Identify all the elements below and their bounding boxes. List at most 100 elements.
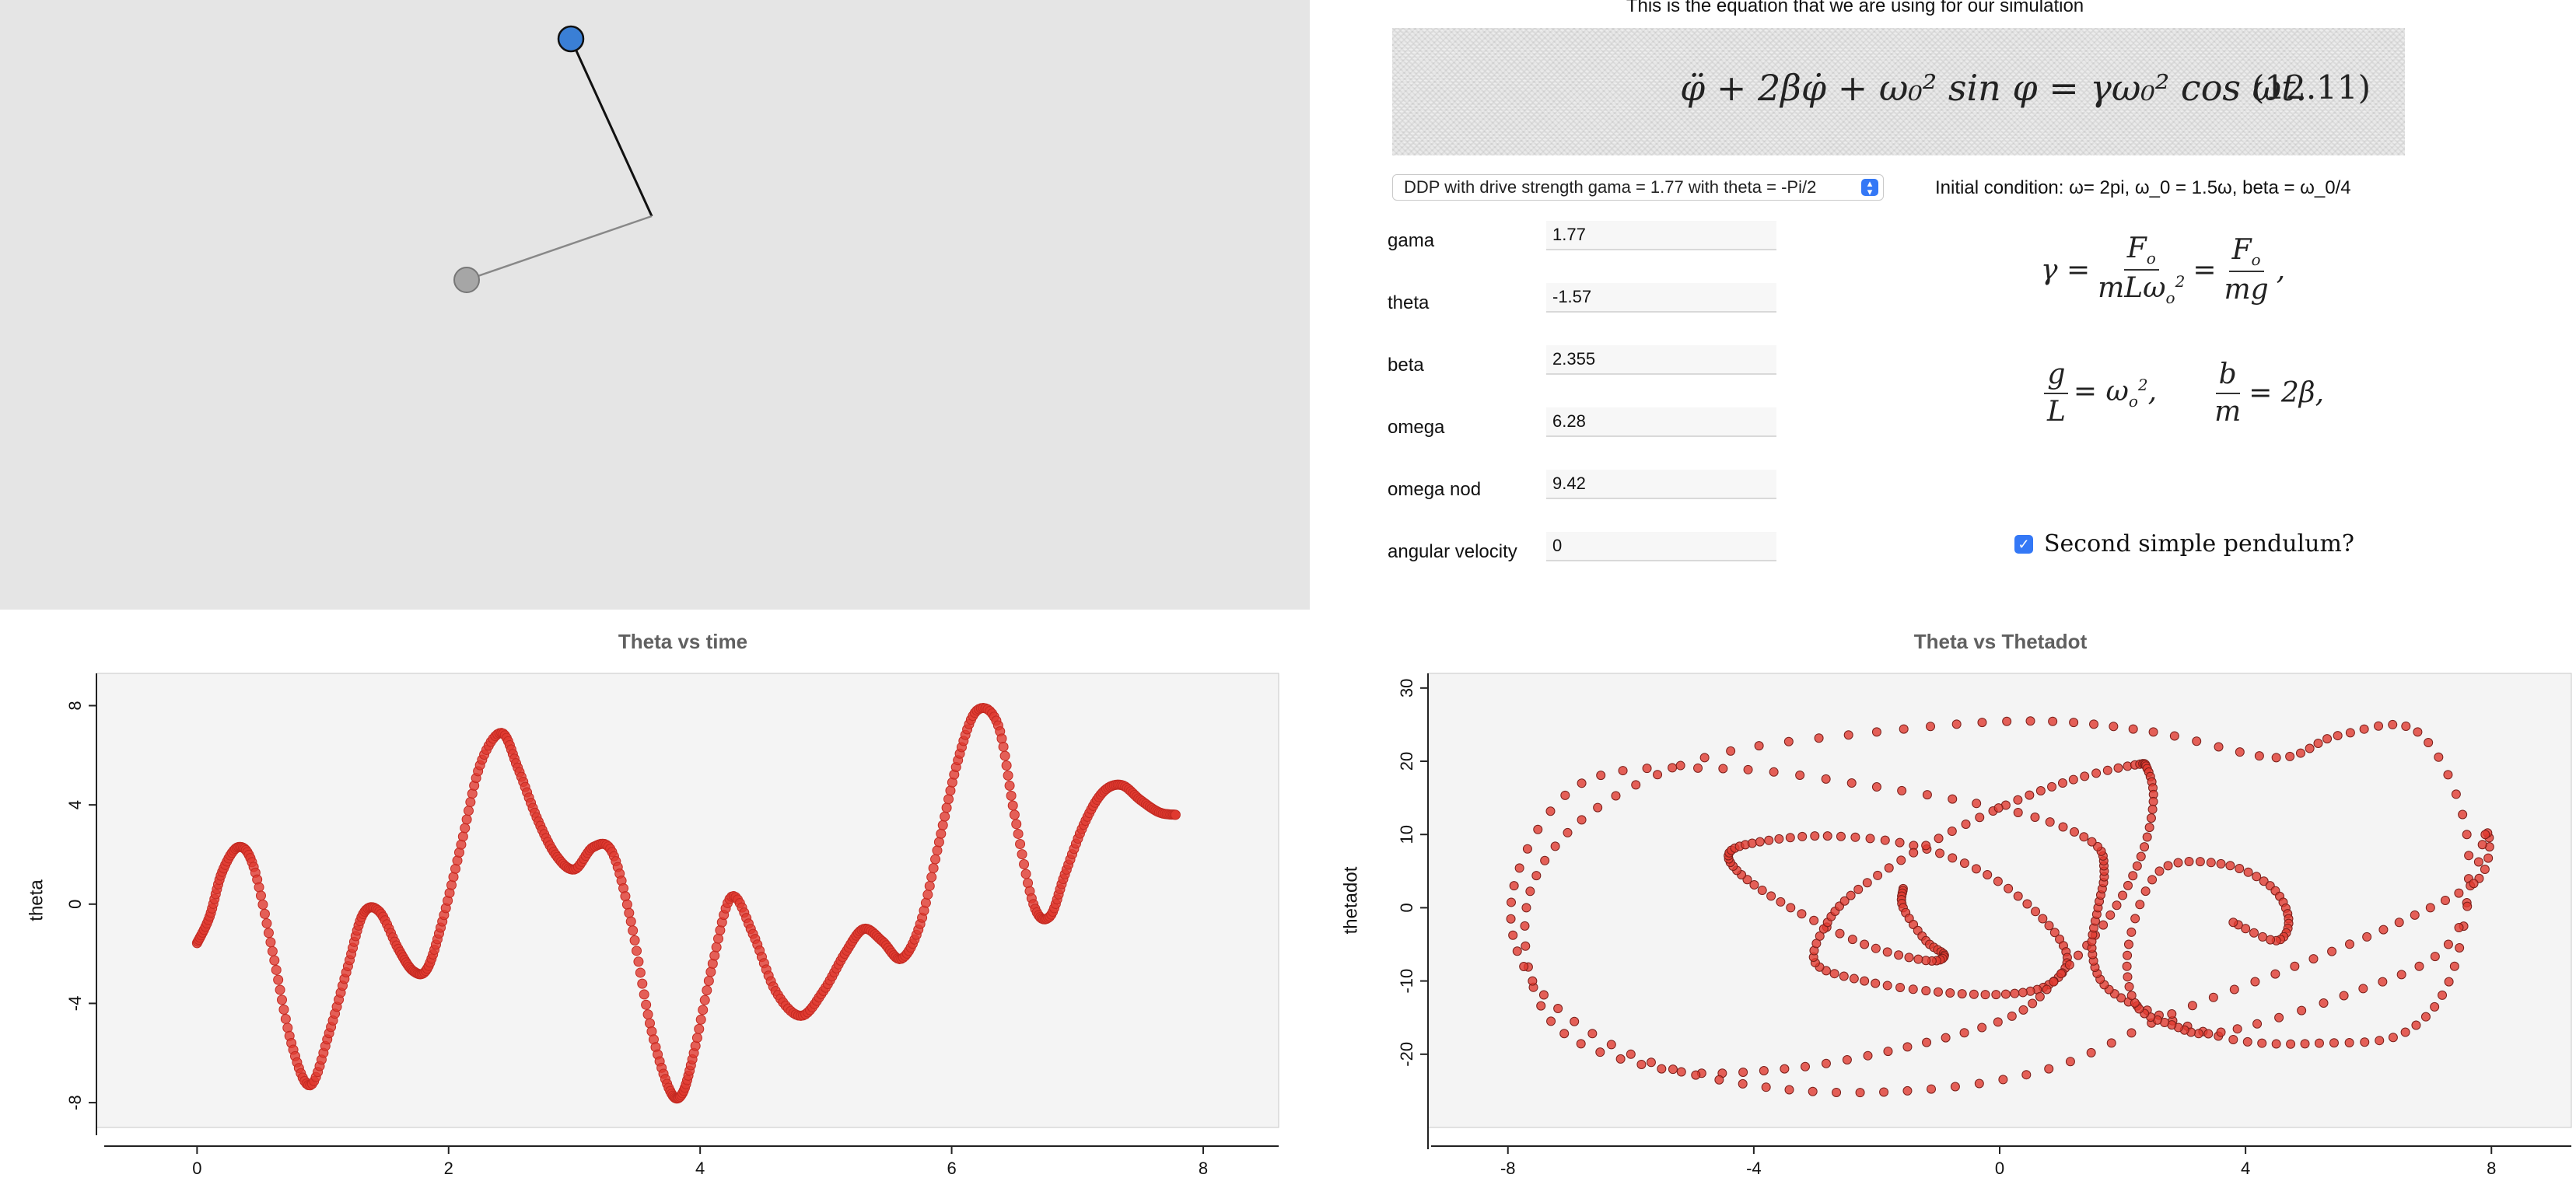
angular-velocity-input[interactable] [1546,532,1776,561]
theta-time-point [278,1004,289,1015]
theta-thetadot-point [1998,1075,2008,1085]
theta-thetadot-point [2044,1064,2054,1074]
theta-thetadot-point [1693,763,1703,773]
theta-time-point [273,974,284,985]
theta-thetadot-point [2473,857,2483,867]
theta-thetadot-point [1847,935,1857,945]
param-label-omega: omega [1388,417,1445,438]
theta-thetadot-point [1522,844,1532,854]
theta-thetadot-point [2025,790,2035,800]
theta-thetadot-point [1839,971,1849,981]
theta-thetadot-point [2021,1070,2032,1080]
theta-thetadot-point [2362,932,2372,942]
theta-thetadot-point [2142,832,2152,842]
theta-thetadot-point [1871,978,1881,988]
theta-thetadot-point [1545,806,1556,816]
theta-thetadot-point [1676,1067,1686,1077]
beta-input[interactable] [1546,345,1776,375]
theta-input[interactable] [1546,283,1776,313]
theta-thetadot-point [2010,988,2020,998]
theta-thetadot-point [1570,1016,1580,1026]
theta-thetadot-point [1947,827,1957,837]
theta-thetadot-point [2163,861,2173,871]
theta-time-x-tick-label: 8 [1199,1159,1208,1178]
theta-time-point [628,925,639,936]
theta-thetadot-point [1855,1088,1865,1098]
theta-thetadot-point [1757,886,1767,896]
theta-time-point [694,1023,705,1034]
theta-thetadot-point [2232,1024,2242,1034]
theta-thetadot-point [2013,795,2023,805]
theta-thetadot-point [2013,891,2023,901]
theta-thetadot-point [2128,724,2138,734]
theta-time-point [705,967,716,977]
theta-time-point [450,863,461,874]
theta-thetadot-point [1507,897,1517,907]
theta-thetadot-point [2243,867,2253,877]
theta-thetadot-point [1839,896,1850,906]
theta-time-point [936,828,947,839]
gama-input[interactable] [1546,221,1776,250]
theta-thetadot-point [1945,988,1955,998]
theta-thetadot-point [1559,1029,1570,1039]
checkbox-checked-icon[interactable]: ✓ [2014,534,2033,554]
theta-thetadot-point [1754,741,1764,751]
theta-thetadot-point [1774,834,1784,844]
theta-thetadot-point [2206,858,2216,868]
theta-time-point [691,1033,702,1043]
theta-time-point [632,946,642,956]
theta-time-point [621,899,632,910]
theta-thetadot-point [2359,724,2369,734]
theta-thetadot-point [1977,1022,1987,1033]
theta-thetadot-y-tick-label: 10 [1397,825,1416,844]
theta-time-point [624,907,635,918]
secondary-pendulum-bob[interactable] [453,267,480,293]
preset-dropdown[interactable]: DDP with drive strength gama = 1.77 with… [1392,174,1884,201]
theta-thetadot-point [1795,770,1805,780]
theta-thetadot-point [2241,924,2251,934]
theta-thetadot-point [1896,855,1906,865]
theta-thetadot-point [1835,928,1845,939]
theta-thetadot-point [1850,832,1860,842]
theta-thetadot-point [2252,1019,2263,1029]
theta-thetadot-point [2266,935,2276,945]
theta-time-y-tick-label: 0 [65,900,85,909]
theta-thetadot-point [2375,1036,2385,1046]
pendulum-simulation-canvas[interactable] [0,0,1310,610]
equation-image: φ̈ + 2βφ̇ + ω₀² sin φ = γω₀² cos ωt. (12… [1392,28,2405,156]
param-label-angular-velocity: angular velocity [1388,541,1517,562]
primary-pendulum-bob[interactable] [557,25,585,53]
theta-thetadot-point [2235,747,2245,757]
theta-thetadot-point [2022,899,2032,909]
theta-thetadot-point [1657,1064,1667,1074]
theta-time-point [644,1018,655,1029]
theta-thetadot-point [2058,822,2068,832]
theta-thetadot-y-tick-label: 0 [1397,903,1416,912]
theta-thetadot-point [1525,886,1535,897]
theta-time-point [275,984,285,995]
theta-time-point [457,831,468,842]
theta-time-point [1023,878,1034,889]
theta-thetadot-point [1596,771,1606,781]
theta-thetadot-point [1576,1039,1586,1049]
theta-time-point [703,975,714,986]
theta-thetadot-point [1882,947,1892,957]
theta-thetadot-point [1531,871,1542,881]
theta-thetadot-point [2322,734,2333,744]
theta-thetadot-point [2047,781,2057,792]
theta-thetadot-point [1509,881,1519,891]
omega-nod-input[interactable] [1546,470,1776,499]
theta-thetadot-point [2148,796,2158,806]
theta-thetadot-point [2070,827,2080,837]
theta-thetadot-point [2225,861,2235,871]
theta-thetadot-point [1961,819,1971,829]
theta-thetadot-point [1863,1050,1873,1061]
theta-thetadot-point [1899,724,1909,734]
theta-time-point [637,978,648,989]
second-pendulum-toggle[interactable]: ✓ Second simple pendulum? [2014,530,2354,558]
theta-time-point [633,956,644,967]
theta-thetadot-point [1904,953,1914,963]
theta-thetadot-point [2195,857,2205,867]
theta-thetadot-point [2483,853,2494,863]
omega-input[interactable] [1546,407,1776,437]
